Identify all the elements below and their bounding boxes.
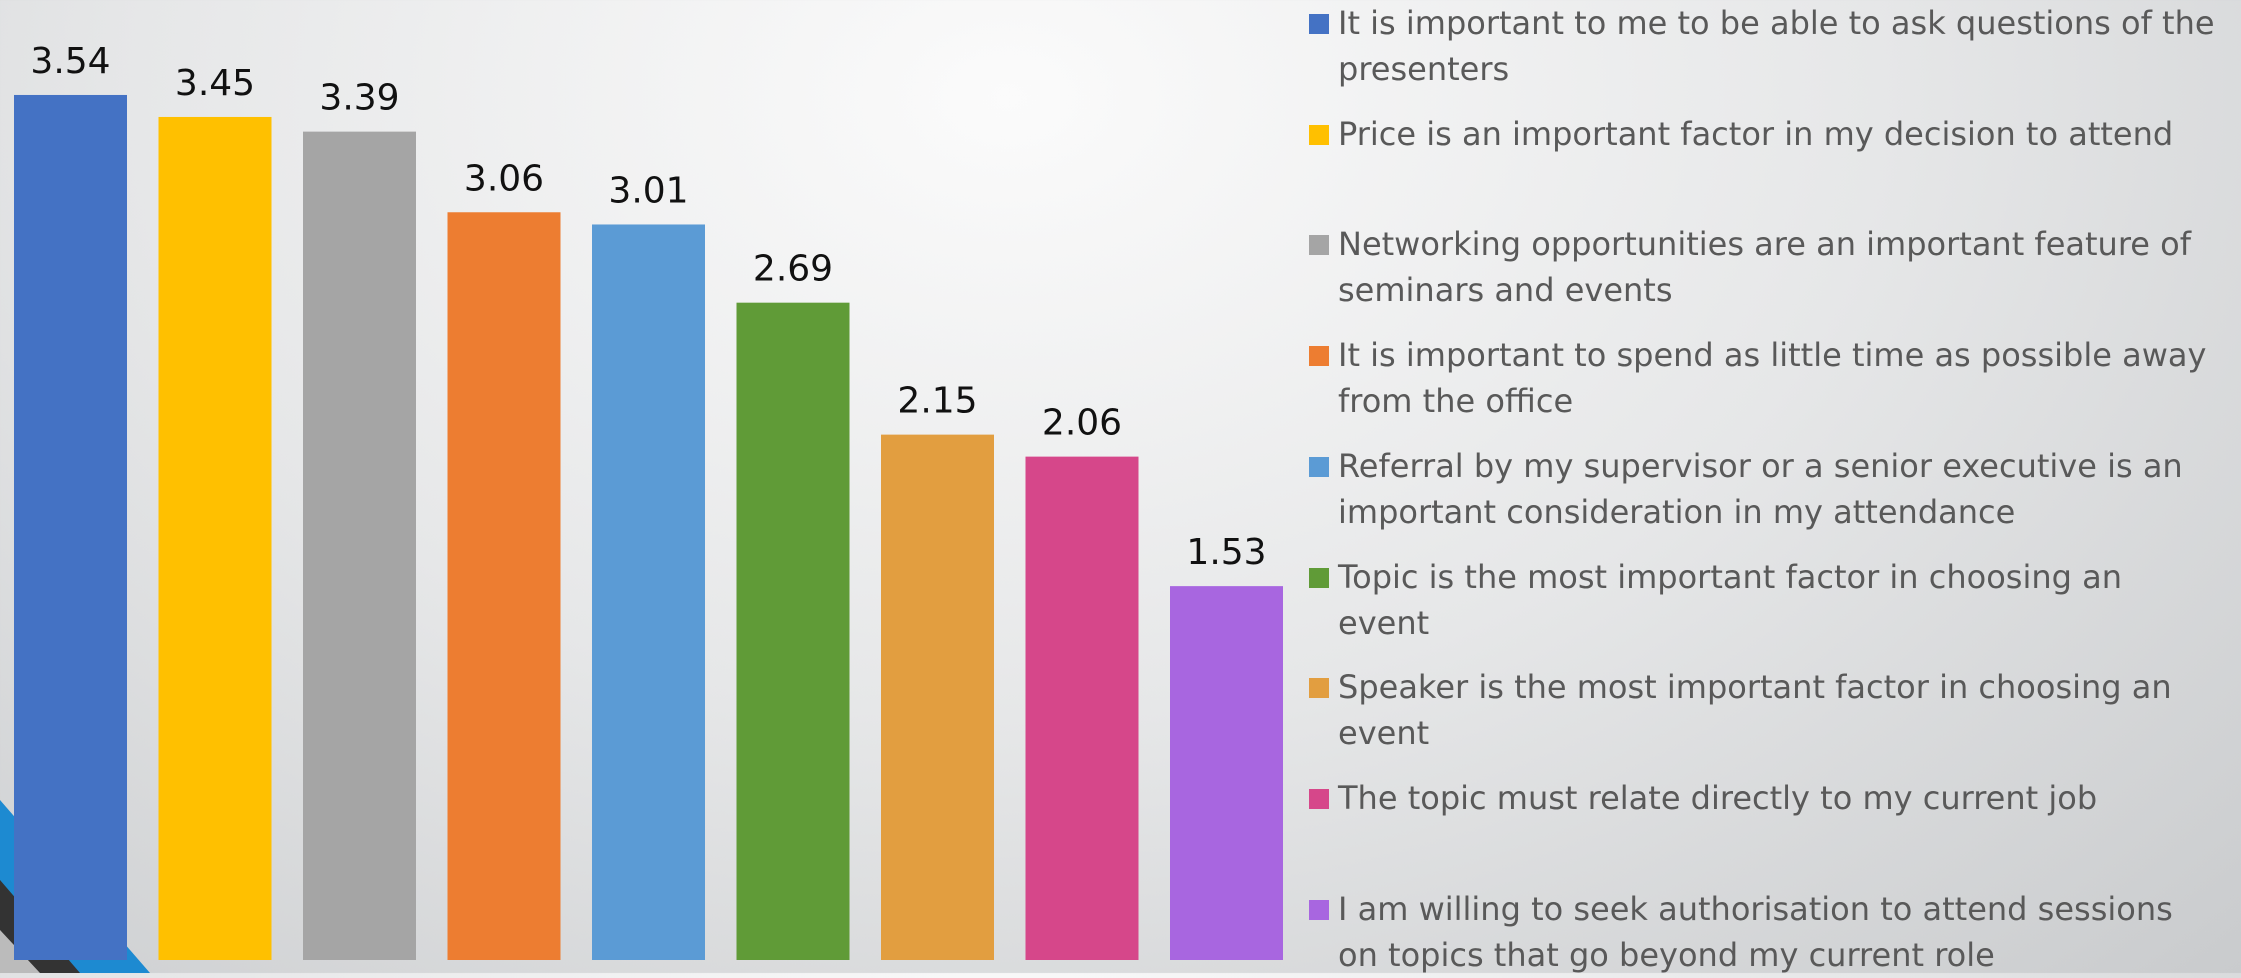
bar <box>736 302 850 961</box>
bar <box>592 224 705 960</box>
data-label: 2.15 <box>897 381 977 422</box>
legend-swatch <box>1309 788 1329 809</box>
legend-swatch <box>1309 899 1329 920</box>
bar <box>303 131 416 961</box>
legend-label: Networking opportunities are an importan… <box>1338 225 2191 310</box>
legend-label: Topic is the most important factor in ch… <box>1338 557 2122 642</box>
legend-swatch <box>1309 567 1329 588</box>
data-label: 3.06 <box>464 158 544 199</box>
legend-swatch <box>1309 678 1329 699</box>
bar <box>1025 456 1139 960</box>
bar <box>881 434 994 961</box>
data-label: 2.69 <box>753 249 833 290</box>
legend-label: It is important to me to be able to ask … <box>1338 4 2215 88</box>
data-label: 3.01 <box>608 170 688 211</box>
bar <box>1170 586 1283 960</box>
legend-swatch <box>1309 235 1329 256</box>
data-label: 2.06 <box>1042 403 1122 444</box>
legend-label: Referral by my supervisor or a senior ex… <box>1338 446 2183 531</box>
bar <box>447 212 561 960</box>
legend-label: The topic must relate directly to my cur… <box>1338 778 2098 817</box>
legend-swatch <box>1309 456 1329 477</box>
data-label: 3.39 <box>319 78 399 119</box>
data-label: 3.54 <box>30 41 110 82</box>
legend-label: It is important to spend as little time … <box>1338 336 2207 421</box>
data-label: 1.53 <box>1186 532 1266 573</box>
legend-swatch <box>1309 124 1329 145</box>
legend-swatch <box>1309 14 1329 34</box>
legend-label: Price is an important factor in my decis… <box>1338 114 2174 153</box>
data-label: 3.45 <box>175 63 255 104</box>
legend-swatch <box>1309 346 1329 367</box>
legend-label: Speaker is the most important factor in … <box>1338 668 2172 753</box>
bar <box>158 116 272 960</box>
legend-label: I am willing to seek authorisation to at… <box>1338 889 2173 974</box>
bar <box>14 94 127 960</box>
